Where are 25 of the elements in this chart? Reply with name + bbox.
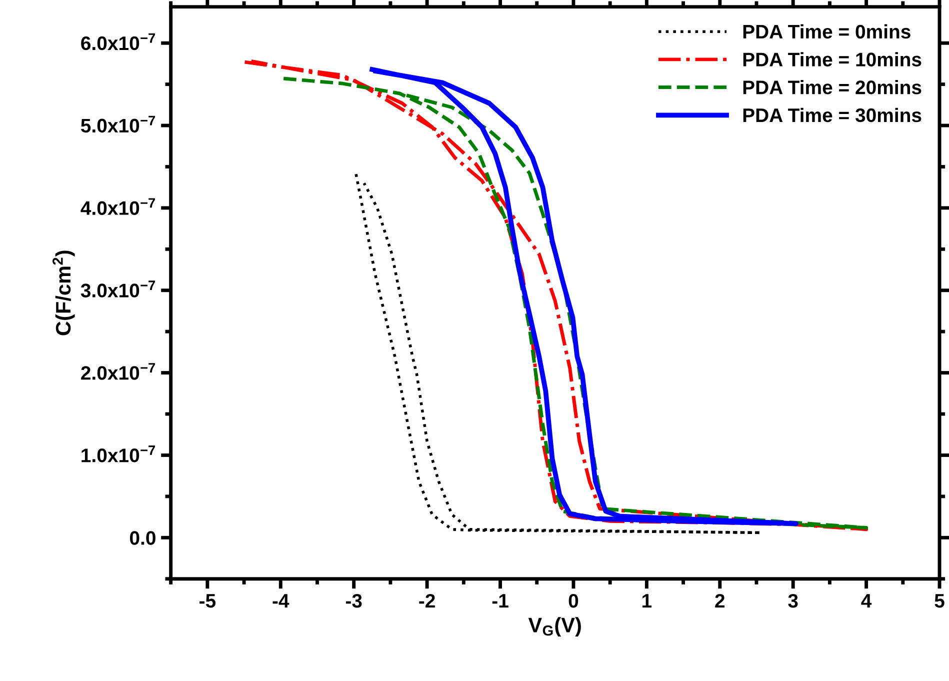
y-tick-label: 6.0x10$^{−7}$: [81, 33, 155, 50]
x-tick-label: 5: [934, 594, 944, 608]
y-tick-label: 3.0x10$^{−7}$: [80, 280, 155, 298]
legend-label: PDA Time = 20mins: [743, 80, 922, 94]
x-tick-label: 4: [861, 594, 872, 608]
x-tick-label: 3: [788, 594, 798, 608]
x-tick-label: -5: [200, 594, 216, 608]
y-tick-label: 4.0x10$^{−7}$: [80, 198, 155, 215]
x-tick-label: 0: [568, 594, 578, 608]
x-axis-title: V$_{G}$(V): [528, 617, 581, 637]
legend-label: PDA Time = 10mins: [743, 52, 922, 66]
x-tick-label: -3: [346, 594, 362, 608]
y-tick-label: 1.0x10$^{−7}$: [82, 446, 155, 462]
x-tick-label: -1: [492, 594, 508, 608]
x-tick-label: -2: [419, 594, 435, 608]
y-tick-label: 5.0x10$^{−7}$: [81, 116, 155, 133]
x-tick-label: 2: [715, 594, 725, 608]
line-series: [354, 172, 762, 534]
y-axis-title: C(F/cm$^{2}$): [52, 250, 75, 336]
y-tick-label: 2.0x10$^{−7}$: [81, 363, 155, 380]
legend-label: PDA Time = 30mins: [743, 108, 922, 122]
x-tick-label: 1: [642, 594, 652, 608]
x-tick-label: -4: [272, 594, 290, 608]
y-tick-label: 0.0: [130, 531, 156, 545]
legend-label: PDA Time = 0mins: [743, 24, 910, 39]
